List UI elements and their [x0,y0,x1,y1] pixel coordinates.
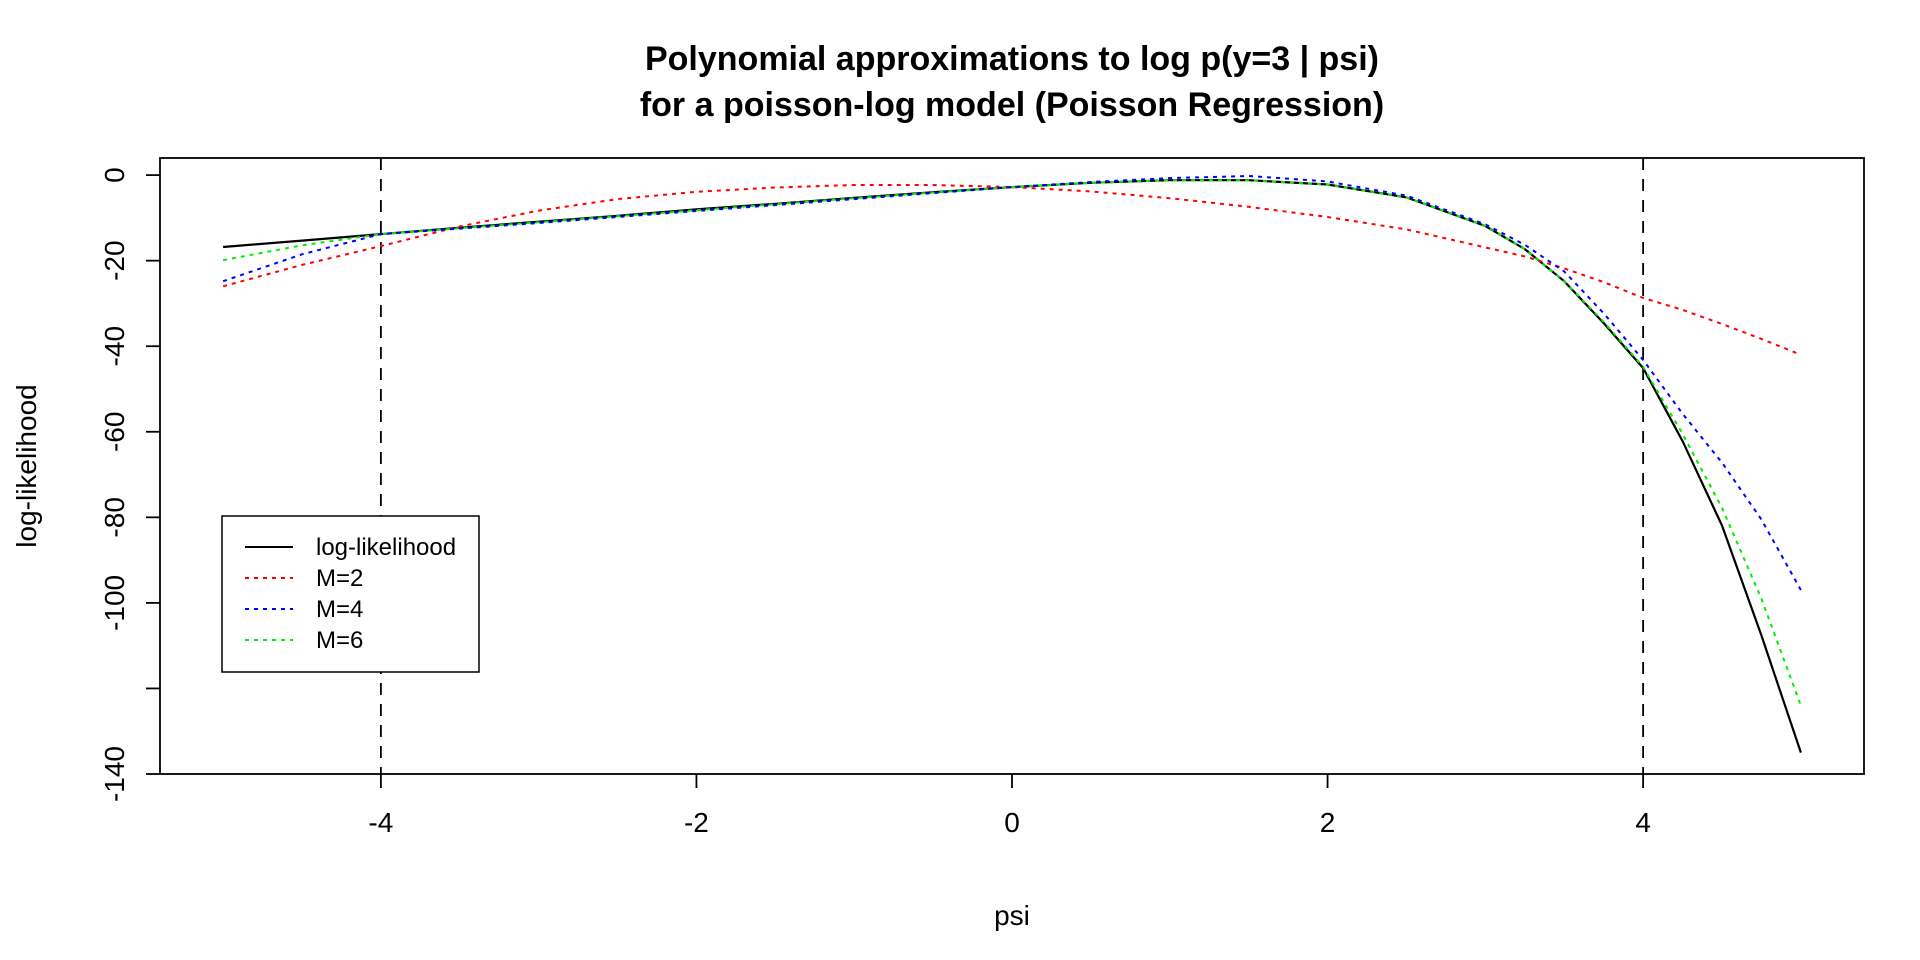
series-line-m6 [222,179,1802,706]
y-tick-label: -100 [99,575,130,631]
x-tick-label: -2 [684,807,709,838]
x-tick-label: 2 [1320,807,1336,838]
chart-title-line-2: for a poisson-log model (Poisson Regress… [640,86,1384,124]
legend-box [221,515,480,673]
plot-frame [159,157,1865,775]
reference-lines [379,158,1645,774]
legend: log-likelihood M=2 M=4 M=6 [221,515,480,673]
series-lines [222,175,1802,753]
legend-label-m2: M=2 [316,565,363,592]
y-axis: 0 -20 -40 -60 -80 -100 -140 [99,167,160,802]
legend-label-loglik: log-likelihood [316,534,456,561]
y-tick-label: -60 [99,412,130,452]
y-tick-label: -80 [99,497,130,537]
y-tick-label: -140 [99,746,130,802]
x-tick-label: -4 [368,807,393,838]
legend-label-m6: M=6 [316,627,363,654]
x-axis-label: psi [994,900,1030,931]
x-tick-label: 4 [1635,807,1651,838]
x-axis: -4 -2 0 2 4 [368,774,1651,838]
y-axis-label: log-likelihood [11,384,42,547]
legend-label-m4: M=4 [316,596,363,623]
x-tick-label: 0 [1004,807,1020,838]
chart-title-line-1: Polynomial approximations to log p(y=3 |… [645,40,1379,78]
y-tick-label: -20 [99,240,130,280]
y-tick-label: 0 [99,167,130,183]
series-line-m4 [222,175,1802,591]
y-tick-label: -40 [99,326,130,366]
series-line-m2 [222,184,1802,356]
